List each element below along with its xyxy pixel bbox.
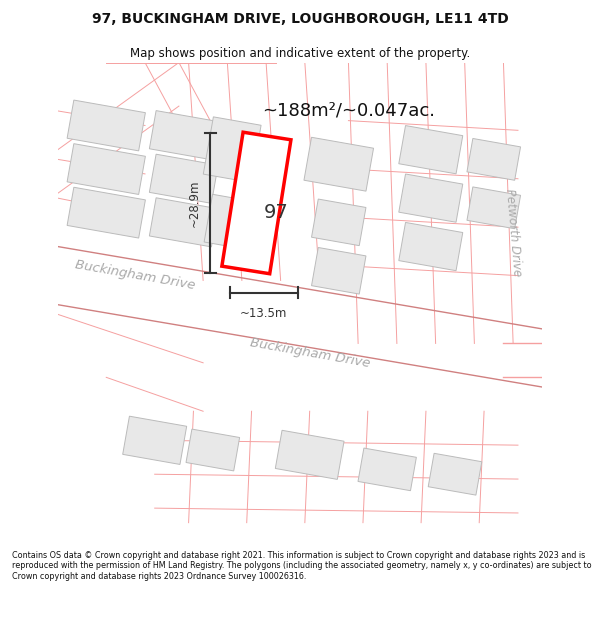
Polygon shape [399, 126, 463, 174]
Text: ~13.5m: ~13.5m [240, 307, 287, 320]
Polygon shape [399, 222, 463, 271]
Polygon shape [304, 138, 374, 191]
Polygon shape [67, 144, 145, 194]
Polygon shape [275, 430, 344, 479]
Polygon shape [467, 187, 521, 229]
Polygon shape [428, 453, 482, 495]
Text: 97, BUCKINGHAM DRIVE, LOUGHBOROUGH, LE11 4TD: 97, BUCKINGHAM DRIVE, LOUGHBOROUGH, LE11… [92, 12, 508, 26]
Text: 97: 97 [263, 203, 288, 222]
Polygon shape [67, 100, 145, 151]
Text: Buckingham Drive: Buckingham Drive [248, 336, 371, 370]
Polygon shape [467, 139, 521, 180]
Polygon shape [203, 117, 261, 182]
Text: Map shows position and indicative extent of the property.: Map shows position and indicative extent… [130, 48, 470, 60]
Text: Petworth Drive: Petworth Drive [503, 188, 523, 276]
Text: ~28.9m: ~28.9m [188, 179, 201, 227]
Polygon shape [311, 248, 366, 294]
Polygon shape [222, 132, 291, 274]
Polygon shape [149, 154, 218, 203]
Text: Buckingham Drive: Buckingham Drive [74, 259, 196, 292]
Polygon shape [149, 111, 218, 160]
Text: Contains OS data © Crown copyright and database right 2021. This information is : Contains OS data © Crown copyright and d… [12, 551, 592, 581]
Polygon shape [186, 429, 239, 471]
Polygon shape [204, 194, 260, 251]
Polygon shape [149, 198, 218, 247]
Polygon shape [358, 448, 416, 491]
Polygon shape [67, 188, 145, 238]
Polygon shape [123, 416, 187, 464]
Polygon shape [399, 174, 463, 222]
Polygon shape [311, 199, 366, 246]
Text: ~188m²/~0.047ac.: ~188m²/~0.047ac. [262, 102, 435, 120]
